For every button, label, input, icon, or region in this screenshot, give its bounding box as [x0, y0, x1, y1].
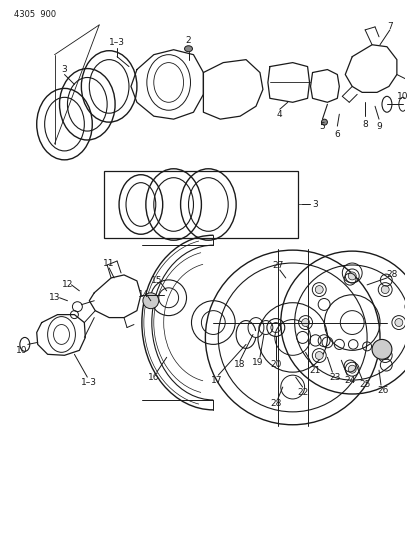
- Text: 3: 3: [313, 200, 318, 209]
- Text: 16: 16: [148, 373, 160, 382]
- Text: 17: 17: [211, 376, 222, 385]
- Circle shape: [395, 319, 403, 327]
- Text: 20: 20: [270, 360, 282, 369]
- Text: 1–3: 1–3: [109, 38, 125, 47]
- Text: 27: 27: [272, 261, 284, 270]
- Circle shape: [381, 352, 389, 359]
- Circle shape: [348, 272, 356, 280]
- Text: 19: 19: [252, 358, 264, 367]
- Text: 3: 3: [62, 65, 67, 74]
- Text: 21: 21: [310, 366, 321, 375]
- Circle shape: [143, 293, 159, 309]
- Text: 2: 2: [186, 36, 191, 45]
- Text: 13: 13: [49, 293, 60, 302]
- Circle shape: [322, 119, 327, 125]
- Bar: [104, 171, 298, 238]
- Text: 10: 10: [16, 346, 28, 355]
- Text: 1–3: 1–3: [81, 377, 97, 386]
- Circle shape: [315, 352, 323, 359]
- Text: 12: 12: [62, 280, 73, 289]
- Text: 14: 14: [138, 290, 150, 299]
- Text: 11: 11: [103, 259, 115, 268]
- Text: 22: 22: [297, 387, 308, 397]
- Text: 28: 28: [386, 270, 398, 279]
- Ellipse shape: [184, 46, 193, 52]
- Text: 15: 15: [151, 277, 162, 285]
- Circle shape: [381, 286, 389, 294]
- Circle shape: [372, 340, 392, 359]
- Text: 28: 28: [270, 399, 282, 408]
- Text: 24: 24: [345, 376, 356, 385]
- Text: 23: 23: [330, 373, 341, 382]
- Text: 10: 10: [397, 92, 408, 101]
- Text: 9: 9: [376, 122, 382, 131]
- Text: 26: 26: [377, 385, 389, 394]
- Text: 5: 5: [319, 122, 325, 131]
- Text: 8: 8: [362, 119, 368, 128]
- Text: 7: 7: [387, 22, 393, 31]
- Circle shape: [302, 319, 310, 327]
- Circle shape: [348, 365, 356, 373]
- Text: 18: 18: [234, 360, 246, 369]
- Circle shape: [315, 286, 323, 294]
- Text: 25: 25: [359, 379, 371, 389]
- Text: 4305  900: 4305 900: [14, 10, 56, 19]
- Text: 6: 6: [335, 130, 340, 139]
- Text: 4: 4: [277, 110, 283, 119]
